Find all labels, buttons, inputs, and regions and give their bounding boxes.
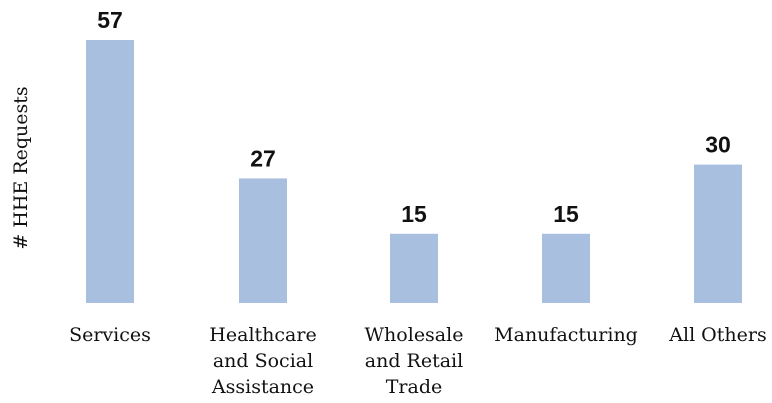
category-label-line: and Social [213,350,313,372]
bars-group [86,40,742,303]
value-label-2: 15 [401,201,427,227]
category-label-line: Services [69,324,151,346]
category-label-line: Trade [386,376,443,398]
bar-3 [542,233,590,303]
value-label-1: 27 [250,145,276,171]
value-label-3: 15 [553,201,579,227]
category-label-line: Assistance [211,376,314,398]
category-label-line: Manufacturing [494,324,638,346]
bar-0 [86,40,134,303]
category-label-line: Wholesale [365,324,464,346]
value-labels-group: 57 27 15 15 30 [97,7,731,227]
category-label-4: All Others [668,324,766,346]
category-label-3: Manufacturing [494,324,638,346]
value-label-0: 57 [97,7,123,33]
category-label-line: and Retail [365,350,463,372]
bar-1 [239,178,287,303]
category-label-0: Services [69,324,151,346]
y-axis-title: # HHE Requests [10,86,32,249]
category-label-1: Healthcare and Social Assistance [209,324,316,398]
category-label-line: All Others [668,324,766,346]
category-labels-group: Services Healthcare and Social Assistance Wh… [69,324,767,398]
value-label-4: 30 [705,132,731,158]
bar-2 [390,233,438,303]
category-label-2: Wholesale and Retail Trade [365,324,464,398]
bar-4 [694,164,742,303]
category-label-line: Healthcare [209,324,316,346]
